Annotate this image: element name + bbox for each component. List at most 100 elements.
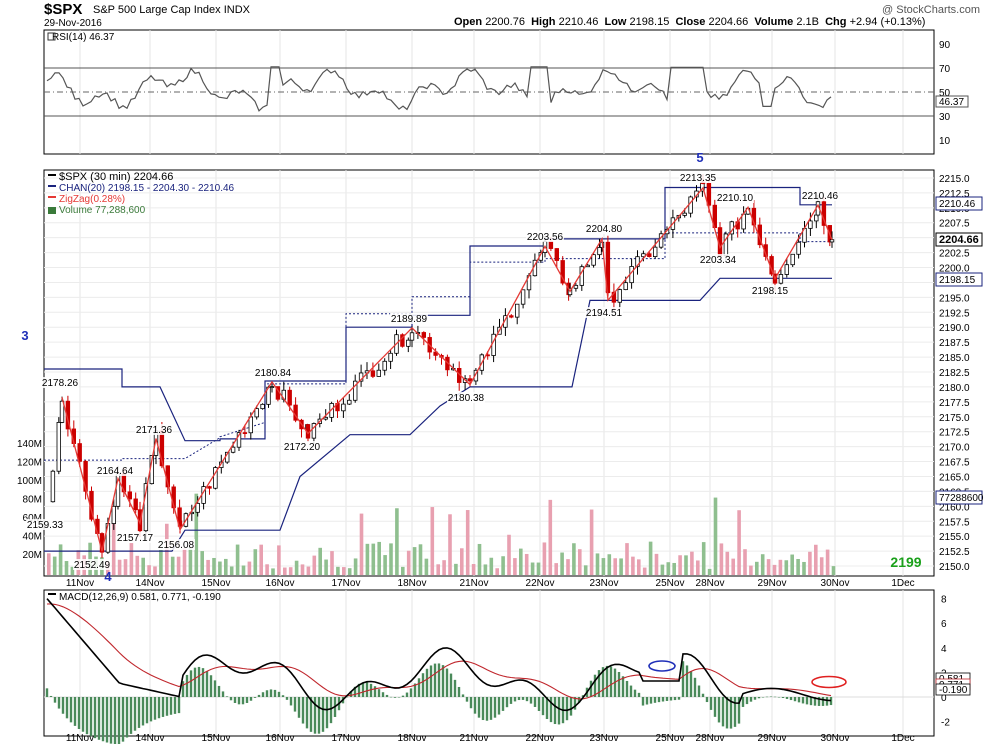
x-tick-label: 29Nov — [758, 578, 787, 589]
macd-hist-bar — [169, 697, 173, 715]
volume-bar — [696, 560, 700, 575]
macd-hist-bar — [745, 697, 749, 705]
macd-hist-bar — [141, 697, 145, 726]
macd-hist-bar — [189, 670, 193, 697]
macd-hist-bar — [641, 697, 645, 706]
macd-hist-bar — [89, 697, 93, 737]
rsi-tick-label: 70 — [939, 64, 951, 75]
candle-body — [605, 291, 611, 294]
volume-bar — [554, 563, 558, 575]
macd-hist-bar — [705, 697, 709, 703]
volume-tick-label: 100M — [17, 476, 42, 487]
volume-bar — [819, 557, 824, 575]
x-tick-label-macd: 28Nov — [696, 733, 725, 744]
rsi-line — [46, 66, 832, 112]
x-tick-label-macd: 29Nov — [758, 733, 787, 744]
macd-tick-label: 4 — [941, 644, 947, 655]
volume-bar — [607, 554, 612, 575]
volume-bar — [430, 507, 435, 575]
macd-hist-bar — [125, 697, 129, 738]
macd-hist-bar — [573, 697, 577, 710]
volume-bar — [288, 567, 293, 575]
macd-legend-swatch — [48, 593, 56, 595]
candle-body — [347, 399, 352, 405]
price-tick-label: 2177.5 — [939, 398, 970, 409]
price-tick-label: 2165.0 — [939, 472, 970, 483]
macd-hist-bar — [281, 695, 285, 697]
volume-bar — [613, 558, 617, 575]
macd-hist-bar — [113, 697, 117, 744]
volume-bar — [654, 553, 659, 575]
macd-hist-bar — [329, 697, 333, 724]
candle-body — [706, 182, 712, 206]
candle-body — [248, 416, 253, 434]
macd-hist-bar — [457, 686, 461, 697]
candle-body — [509, 315, 514, 318]
volume-bar — [483, 564, 488, 575]
price-tick-label: 2195.0 — [939, 293, 970, 304]
macd-hist-bar — [617, 671, 621, 697]
macd-hist-bar — [709, 697, 713, 710]
macd-hist-bar — [57, 697, 61, 709]
macd-hist-bar — [657, 697, 661, 703]
macd-hist-bar — [397, 697, 401, 698]
price-tick-label: 2157.5 — [939, 517, 970, 528]
volume-bar — [377, 541, 381, 575]
pivot-label-bg — [135, 424, 173, 435]
pivot-label: 2180.38 — [448, 393, 485, 404]
macd-hist-bar — [805, 697, 809, 705]
macd-hist-bar — [137, 697, 141, 728]
symbol: $SPX — [44, 1, 83, 18]
macd-hist-bar — [405, 692, 409, 697]
macd-hist-bar — [373, 686, 377, 697]
candle-body — [127, 491, 132, 500]
macd-hist-bar — [529, 697, 533, 704]
macd-hist-bar — [749, 697, 753, 702]
legend-entry: ZigZag(0.28%) — [59, 194, 125, 205]
pivot-label: 2213.35 — [680, 173, 717, 184]
volume-bar — [212, 557, 216, 575]
candle-body — [617, 289, 622, 303]
macd-hist-bar — [753, 697, 757, 700]
pivot-label: 2159.33 — [27, 520, 64, 531]
volume-bar — [182, 548, 187, 575]
macd-hist-bar — [477, 697, 481, 718]
macd-hist-bar — [101, 697, 105, 742]
macd-hist-bar — [69, 697, 73, 723]
macd-hist-bar — [305, 697, 309, 729]
volume-bar — [247, 561, 252, 575]
pivot-label-bg — [390, 313, 428, 324]
volume-bar — [583, 565, 588, 575]
x-tick-label: 15Nov — [202, 578, 231, 589]
macd-hist-bar — [385, 694, 389, 697]
candle-body — [560, 260, 565, 284]
volume-bar — [312, 555, 317, 575]
macd-hist-bar — [201, 668, 205, 697]
volume-bar — [678, 555, 682, 575]
x-tick-label-macd: 25Nov — [656, 733, 685, 744]
macd-hist-bar — [489, 697, 493, 720]
macd-hist-bar — [581, 695, 585, 697]
rsi-tick-label: 50 — [939, 88, 951, 99]
macd-hist-bar — [65, 697, 69, 719]
candle-body — [790, 253, 795, 266]
candle-body — [56, 422, 61, 472]
volume-bar — [218, 561, 222, 575]
volume-bar — [760, 554, 765, 575]
candle-body — [573, 284, 579, 289]
macd-hist-bar — [81, 697, 85, 732]
macd-hist-bar — [725, 697, 729, 729]
macd-hist-bar — [497, 697, 501, 715]
x-tick-label-macd: 14Nov — [136, 733, 165, 744]
macd-hist-bar — [541, 697, 545, 716]
volume-bar — [418, 544, 423, 575]
macd-hist-bar — [757, 697, 761, 699]
x-tick-label-macd: 21Nov — [460, 733, 489, 744]
candle-body — [77, 443, 82, 462]
candle-body — [473, 369, 479, 382]
macd-hist-bar — [465, 697, 469, 702]
macd-hist-bar — [501, 697, 505, 711]
candle-body — [195, 502, 200, 513]
macd-hist-bar — [345, 696, 349, 698]
candle-body — [219, 461, 224, 468]
